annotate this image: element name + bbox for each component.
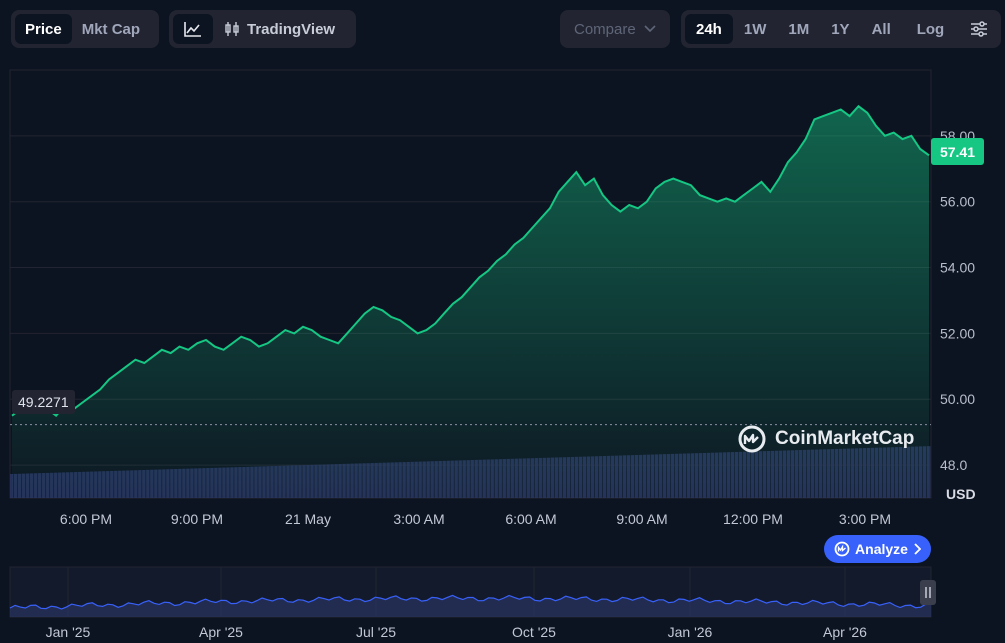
- currency-label: USD: [946, 486, 976, 502]
- navigator-handle[interactable]: [920, 580, 936, 605]
- analyze-logo-icon: [834, 541, 850, 557]
- coinmarketcap-logo-icon: [738, 425, 766, 453]
- navigator-tick-label: Oct '25: [512, 624, 556, 640]
- price-tab[interactable]: Price: [15, 14, 72, 44]
- chevron-right-icon: [914, 543, 921, 555]
- tradingview-label: TradingView: [247, 20, 336, 38]
- x-tick-label: 9:00 AM: [616, 511, 667, 527]
- sliders-icon: [971, 21, 988, 37]
- chevron-down-icon: [644, 25, 656, 33]
- range-24h[interactable]: 24h: [685, 14, 733, 44]
- analyze-label: Analyze: [855, 541, 908, 557]
- x-tick-label: 6:00 AM: [505, 511, 556, 527]
- analyze-button[interactable]: Analyze: [824, 535, 931, 563]
- price-area: [12, 106, 929, 498]
- coinmarketcap-watermark: CoinMarketCap: [737, 424, 914, 454]
- volume-bar: [10, 474, 14, 498]
- x-tick-label: 9:00 PM: [171, 511, 223, 527]
- current-price-tag: 57.41: [931, 138, 984, 165]
- chart-type-toggle: Price Mkt Cap: [11, 10, 159, 48]
- navigator-tick-label: Jan '26: [668, 624, 713, 640]
- price-line: [11, 104, 930, 418]
- compare-button[interactable]: Compare: [564, 14, 666, 44]
- navigator-tick-label: Apr '26: [823, 624, 867, 640]
- candlestick-icon: [225, 22, 239, 36]
- navigator-tick-label: Apr '25: [199, 624, 243, 640]
- compare-dropdown[interactable]: Compare: [560, 10, 670, 48]
- log-scale-button[interactable]: Log: [916, 20, 945, 38]
- range-1y[interactable]: 1Y: [831, 20, 850, 38]
- x-tick-label: 3:00 PM: [839, 511, 891, 527]
- range-1w[interactable]: 1W: [743, 20, 767, 38]
- y-tick-label: 52.00: [940, 325, 975, 341]
- start-price-tag: 49.2271: [12, 390, 75, 414]
- tradingview-button[interactable]: TradingView: [213, 14, 345, 44]
- line-chart-button[interactable]: [173, 14, 213, 44]
- range-1m[interactable]: 1M: [788, 20, 810, 38]
- y-tick-label: 48.0: [940, 457, 967, 473]
- navigator-tick-label: Jul '25: [356, 624, 396, 640]
- y-tick-label: 50.00: [940, 391, 975, 407]
- x-tick-label: 21 May: [285, 511, 331, 527]
- line-chart-icon: [184, 22, 201, 37]
- x-tick-label: 6:00 PM: [60, 511, 112, 527]
- time-range-toggle: 24h 1W 1M 1Y All Log: [681, 10, 1001, 48]
- pause-handle-icon: [925, 587, 931, 598]
- navigator-tick-label: Jan '25: [46, 624, 91, 640]
- navigator-area: [10, 595, 931, 617]
- x-tick-label: 3:00 AM: [393, 511, 444, 527]
- x-tick-label: 12:00 PM: [723, 511, 783, 527]
- watermark-text: CoinMarketCap: [775, 428, 915, 449]
- range-navigator[interactable]: Jan '25 Apr '25 Jul '25 Oct '25 Jan '26 Apr '…: [0, 560, 1005, 643]
- range-all[interactable]: All: [871, 20, 891, 38]
- chart-tools-toggle: TradingView: [169, 10, 356, 48]
- chart-settings-button[interactable]: [959, 14, 999, 44]
- y-tick-label: 56.00: [940, 194, 975, 210]
- compare-label: Compare: [574, 20, 636, 38]
- y-tick-label: 54.00: [940, 260, 975, 276]
- navigator-line: [9, 594, 932, 610]
- mkt-cap-tab[interactable]: Mkt Cap: [81, 20, 141, 38]
